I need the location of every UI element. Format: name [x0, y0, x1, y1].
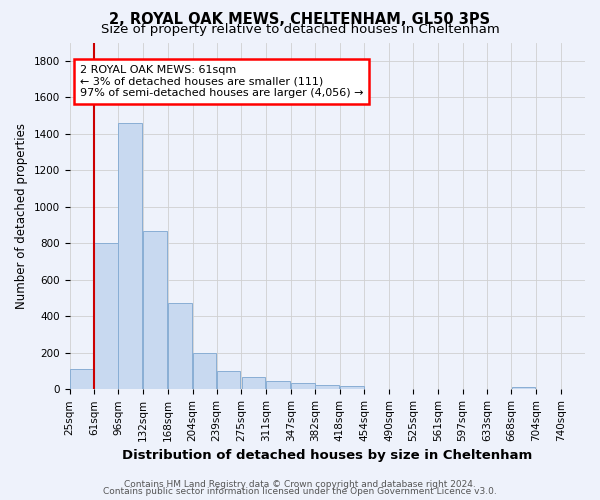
Bar: [512, 386, 535, 390]
Bar: [242, 378, 265, 390]
Bar: [70, 369, 94, 390]
Bar: [168, 302, 191, 390]
Text: Size of property relative to detached houses in Cheltenham: Size of property relative to detached ho…: [101, 22, 499, 36]
Bar: [291, 383, 315, 390]
Y-axis label: Number of detached properties: Number of detached properties: [15, 123, 28, 309]
Text: Contains public sector information licensed under the Open Government Licence v3: Contains public sector information licen…: [103, 487, 497, 496]
Bar: [266, 381, 290, 390]
Bar: [193, 353, 217, 390]
Text: Contains HM Land Registry data © Crown copyright and database right 2024.: Contains HM Land Registry data © Crown c…: [124, 480, 476, 489]
Bar: [143, 232, 167, 390]
Bar: [315, 385, 339, 390]
Bar: [340, 386, 364, 390]
Bar: [217, 371, 241, 390]
Text: 2 ROYAL OAK MEWS: 61sqm
← 3% of detached houses are smaller (111)
97% of semi-de: 2 ROYAL OAK MEWS: 61sqm ← 3% of detached…: [80, 65, 364, 98]
Bar: [94, 244, 118, 390]
Bar: [118, 123, 142, 390]
X-axis label: Distribution of detached houses by size in Cheltenham: Distribution of detached houses by size …: [122, 450, 532, 462]
Text: 2, ROYAL OAK MEWS, CHELTENHAM, GL50 3PS: 2, ROYAL OAK MEWS, CHELTENHAM, GL50 3PS: [109, 12, 491, 28]
